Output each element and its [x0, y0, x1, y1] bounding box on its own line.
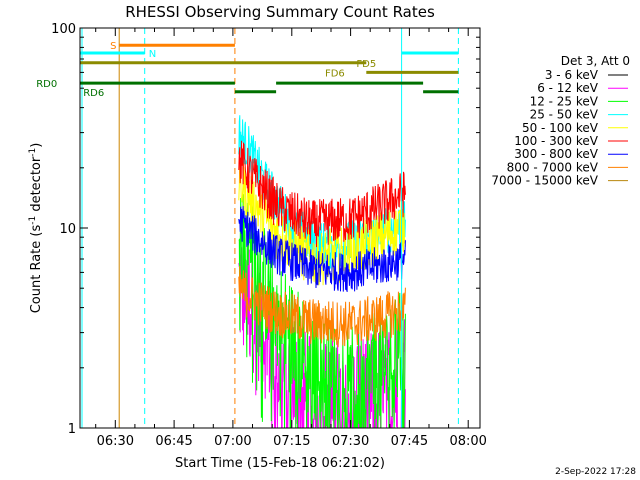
data-layer: [238, 115, 406, 429]
x-tick-label-3: 07:15: [273, 434, 310, 449]
x-tick-label-1: 06:45: [155, 434, 192, 449]
flag-label-rd6: RD6: [83, 88, 104, 99]
chart-title: RHESSI Observing Summary Count Rates: [125, 3, 435, 21]
legend-label-4: 50 - 100 keV: [522, 121, 599, 135]
flag-label-rd0: RD0: [36, 79, 57, 90]
x-axis-label: Start Time (15-Feb-18 06:21:02): [175, 456, 385, 471]
flag-label-n: N: [149, 49, 156, 60]
generation-date: 2-Sep-2022 17:28: [555, 467, 636, 477]
y-tick-label-2: 100: [51, 22, 76, 37]
y-label-end: ): [29, 143, 44, 148]
y-tick-label-0: 1: [68, 422, 76, 437]
legend-label-1: 6 - 12 keV: [537, 81, 599, 95]
legend-label-8: 7000 - 15000 keV: [491, 174, 598, 188]
legend-title: Det 3, Att 0: [561, 54, 630, 68]
flag-label-fd6: FD6: [325, 68, 345, 79]
x-tick-label-6: 08:00: [449, 434, 486, 449]
axes: 06:30 06:45 07:00 07:15 07:30 07:45 08:00 1 10 10…: [51, 22, 487, 449]
series-trace-5: [238, 140, 406, 248]
x-tick-label-0: 06:30: [97, 434, 134, 449]
y-tick-label-1: 10: [59, 222, 76, 237]
y-label-superscript-2: -1: [28, 148, 38, 157]
legend-label-2: 12 - 25 keV: [530, 94, 599, 108]
legend-label-0: 3 - 6 keV: [545, 68, 599, 82]
legend-label-5: 100 - 300 keV: [514, 134, 598, 148]
x-tick-label-2: 07:00: [214, 434, 251, 449]
y-label-middle: detector: [29, 156, 44, 216]
y-label-superscript-1: -1: [28, 216, 38, 225]
flag-bars: S N FD5 FD6 RD0 RD6: [36, 41, 459, 99]
x-tick-label-5: 07:45: [391, 434, 428, 449]
legend-label-3: 25 - 50 keV: [530, 108, 599, 122]
series-trace-6: [238, 205, 406, 293]
flag-label-fd5: FD5: [356, 59, 376, 70]
flag-label-s: S: [110, 41, 116, 52]
vertical-lines: [81, 28, 459, 428]
y-axis-label: Count Rate (s-1 detector-1): [28, 143, 44, 314]
legend-label-6: 300 - 800 keV: [514, 147, 598, 161]
y-label-main: Count Rate (s: [29, 225, 44, 314]
x-tick-label-4: 07:30: [332, 434, 369, 449]
legend-label-7: 800 - 7000 keV: [507, 160, 599, 174]
series-trace-7: [238, 265, 406, 348]
